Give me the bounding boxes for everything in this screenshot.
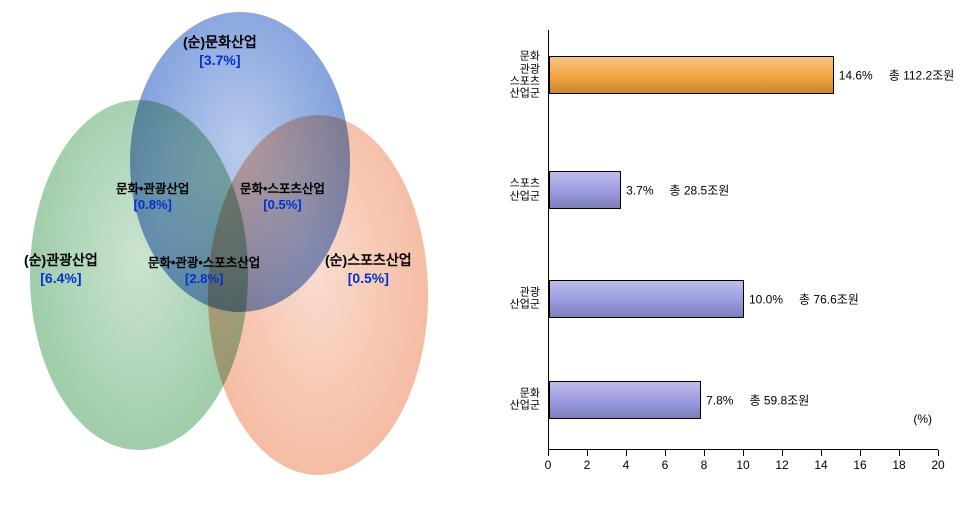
x-tick: [626, 450, 627, 456]
venn-label: 문화•관광•스포츠산업: [148, 252, 260, 271]
venn-region-culture-sports: 문화•스포츠산업 [0.5%]: [240, 178, 325, 212]
bar-category-label: 문화 관광 스포츠 산업군: [486, 51, 540, 100]
venn-value: [6.4%]: [24, 270, 98, 286]
x-tick: [548, 450, 549, 456]
x-tick-label: 8: [701, 458, 708, 472]
bar-chart-plot: (%) 문화 관광 스포츠 산업군14.6%총 112.2조원스포츠 산업군3.…: [548, 30, 938, 450]
x-tick: [860, 450, 861, 456]
bar: [549, 171, 621, 209]
venn-region-culture-tourism: 문화•관광산업 [0.8%]: [116, 178, 189, 212]
venn-label: 문화•스포츠산업: [240, 178, 325, 197]
venn-value: [0.8%]: [116, 197, 189, 212]
bar-value-label: 7.8%총 59.8조원: [706, 391, 809, 408]
x-tick: [743, 450, 744, 456]
x-axis-unit: (%): [913, 412, 932, 426]
venn-label: 문화•관광산업: [116, 178, 189, 197]
x-tick-label: 0: [545, 458, 552, 472]
bar-category-label: 문화 산업군: [486, 387, 540, 412]
venn-region-sports: (순)스포츠산업 [0.5%]: [325, 250, 412, 286]
venn-value: [0.5%]: [240, 197, 325, 212]
bar-value-label: 10.0%총 76.6조원: [749, 290, 859, 307]
venn-label: (순)관광산업: [24, 250, 98, 270]
x-tick: [899, 450, 900, 456]
x-tick-label: 6: [662, 458, 669, 472]
x-tick-label: 20: [931, 458, 944, 472]
venn-diagram: (순)문화산업 [3.7%] (순)관광산업 [6.4%] (순)스포츠산업 […: [0, 0, 480, 516]
x-tick: [782, 450, 783, 456]
venn-value: [0.5%]: [325, 270, 412, 286]
venn-label: (순)문화산업: [183, 32, 257, 52]
x-tick: [821, 450, 822, 456]
bar-chart: (%) 문화 관광 스포츠 산업군14.6%총 112.2조원스포츠 산업군3.…: [490, 30, 950, 498]
bar-value-label: 3.7%총 28.5조원: [626, 182, 729, 199]
bar: [549, 381, 701, 419]
x-tick: [704, 450, 705, 456]
venn-label: (순)스포츠산업: [325, 250, 412, 270]
bar: [549, 56, 834, 94]
bar-category-label: 스포츠 산업군: [486, 178, 540, 203]
venn-region-tourism: (순)관광산업 [6.4%]: [24, 250, 98, 286]
x-tick-label: 2: [584, 458, 591, 472]
venn-value: [2.8%]: [148, 271, 260, 286]
x-tick: [665, 450, 666, 456]
x-tick: [938, 450, 939, 456]
x-tick-label: 16: [853, 458, 866, 472]
x-tick-label: 14: [814, 458, 827, 472]
x-tick-label: 10: [736, 458, 749, 472]
venn-value: [3.7%]: [183, 52, 257, 68]
x-tick-label: 4: [623, 458, 630, 472]
bar-category-label: 관광 산업군: [486, 286, 540, 311]
x-tick-label: 18: [892, 458, 905, 472]
venn-region-all: 문화•관광•스포츠산업 [2.8%]: [148, 252, 260, 286]
venn-region-culture: (순)문화산업 [3.7%]: [183, 32, 257, 68]
x-tick-label: 12: [775, 458, 788, 472]
x-tick: [587, 450, 588, 456]
bar-value-label: 14.6%총 112.2조원: [839, 67, 955, 84]
bar: [549, 280, 744, 318]
venn-ellipse-sports: [208, 115, 428, 475]
